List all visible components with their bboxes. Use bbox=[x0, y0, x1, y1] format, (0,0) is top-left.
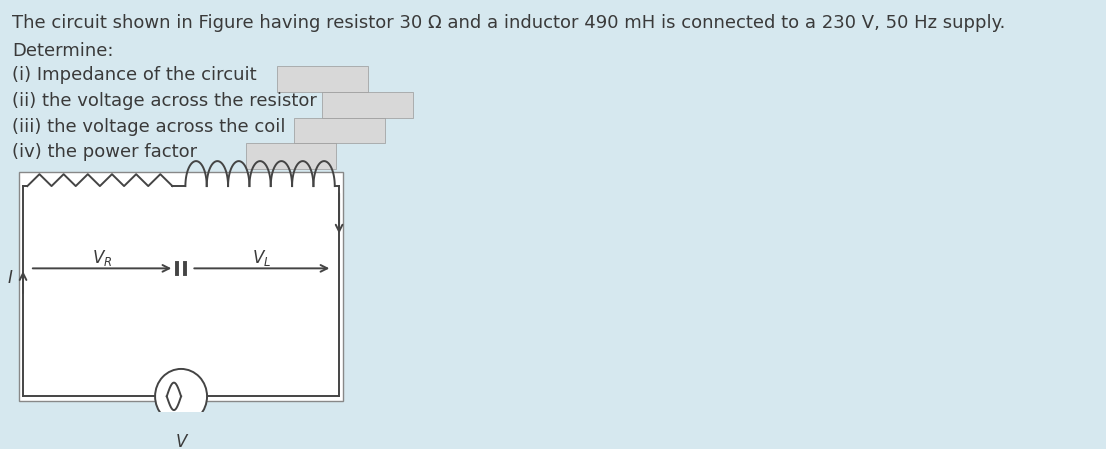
FancyBboxPatch shape bbox=[246, 143, 336, 169]
Circle shape bbox=[155, 369, 207, 424]
FancyBboxPatch shape bbox=[322, 92, 413, 118]
Text: I: I bbox=[8, 269, 12, 286]
Text: (iii) the voltage across the coil: (iii) the voltage across the coil bbox=[12, 118, 285, 136]
Text: Determine:: Determine: bbox=[12, 42, 113, 60]
Text: V: V bbox=[176, 433, 187, 449]
FancyBboxPatch shape bbox=[276, 66, 367, 92]
Text: (iv) the power factor: (iv) the power factor bbox=[12, 143, 197, 161]
FancyBboxPatch shape bbox=[19, 172, 344, 401]
Text: $V_R$: $V_R$ bbox=[92, 248, 112, 269]
Text: $V_L$: $V_L$ bbox=[252, 248, 271, 269]
Text: (ii) the voltage across the resistor: (ii) the voltage across the resistor bbox=[12, 92, 316, 110]
Text: The circuit shown in Figure having resistor 30 Ω and a inductor 490 mH is connec: The circuit shown in Figure having resis… bbox=[12, 14, 1005, 32]
FancyBboxPatch shape bbox=[294, 118, 385, 143]
Text: (i) Impedance of the circuit: (i) Impedance of the circuit bbox=[12, 66, 257, 84]
